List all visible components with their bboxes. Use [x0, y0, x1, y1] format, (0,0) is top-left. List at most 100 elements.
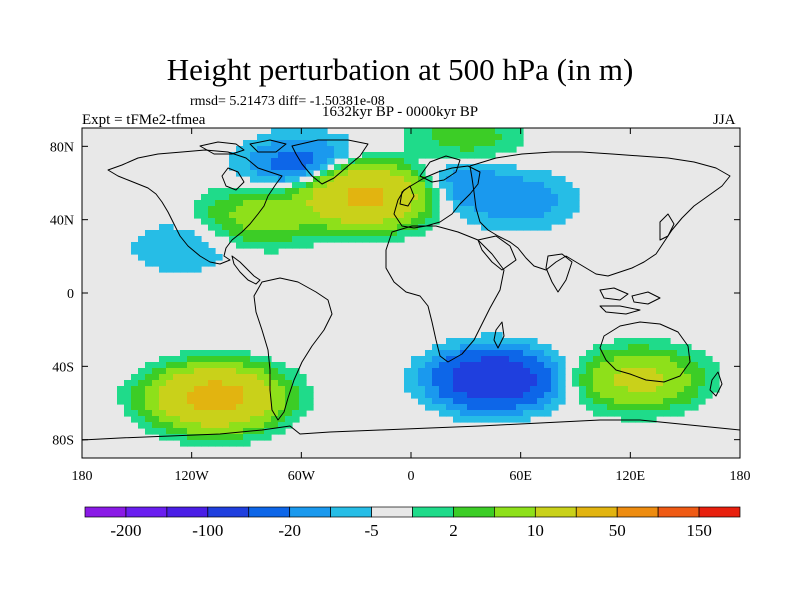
contour-cell — [509, 410, 517, 417]
contour-cell — [271, 410, 279, 417]
contour-cell — [544, 398, 552, 405]
contour-cell — [474, 416, 482, 423]
contour-cell — [187, 356, 195, 363]
contour-cell — [327, 230, 335, 237]
contour-cell — [285, 410, 293, 417]
contour-cell — [355, 206, 363, 213]
contour-cell — [376, 236, 384, 243]
contour-cell — [215, 218, 223, 225]
contour-cell — [166, 248, 174, 255]
coast-british-isles — [399, 185, 415, 207]
contour-cell — [502, 404, 510, 411]
contour-cell — [145, 248, 153, 255]
contour-cell — [362, 188, 370, 195]
contour-cell — [341, 200, 349, 207]
contour-cell — [215, 194, 223, 201]
contour-cell — [684, 380, 692, 387]
contour-cell — [404, 146, 412, 153]
contour-cell — [222, 392, 230, 399]
contour-cell — [691, 386, 699, 393]
contour-cell — [299, 152, 307, 159]
contour-cell — [180, 386, 188, 393]
contour-cell — [166, 356, 174, 363]
contour-cell — [411, 152, 419, 159]
contour-cell — [446, 362, 454, 369]
contour-cell — [649, 356, 657, 363]
contour-cell — [194, 374, 202, 381]
contour-cell — [439, 380, 447, 387]
contour-cell — [166, 404, 174, 411]
contour-cell — [656, 350, 664, 357]
contour-cell — [509, 188, 517, 195]
contour-cell — [222, 374, 230, 381]
contour-cell — [621, 356, 629, 363]
contour-cell — [460, 140, 468, 147]
contour-cell — [229, 440, 237, 447]
contour-cell — [222, 194, 230, 201]
contour-cell — [467, 206, 475, 213]
contour-cell — [250, 230, 258, 237]
coast-north-america — [107, 149, 283, 265]
contour-cell — [411, 188, 419, 195]
contour-cell — [481, 212, 489, 219]
contour-cell — [411, 368, 419, 375]
colorbar-swatch — [289, 506, 331, 518]
contour-cell — [698, 386, 706, 393]
contour-cell — [523, 212, 531, 219]
contour-cell — [411, 182, 419, 189]
contour-cell — [628, 404, 636, 411]
contour-cell — [565, 200, 573, 207]
contour-cell — [243, 206, 251, 213]
contour-cell — [537, 200, 545, 207]
contour-cell — [411, 392, 419, 399]
contour-cell — [229, 194, 237, 201]
contour-cell — [544, 200, 552, 207]
contour-cell — [159, 416, 167, 423]
coast-scandinavia — [419, 155, 461, 183]
contour-cell — [173, 254, 181, 261]
contour-cell — [355, 194, 363, 201]
contour-cell — [495, 374, 503, 381]
contour-cell — [439, 368, 447, 375]
contour-cell — [292, 176, 300, 183]
contour-cell — [425, 176, 433, 183]
contour-cell — [264, 380, 272, 387]
contour-cell — [278, 128, 286, 135]
contour-cell — [285, 194, 293, 201]
contour-cell — [663, 386, 671, 393]
contour-cell — [558, 212, 566, 219]
contour-cell — [320, 212, 328, 219]
contour-cell — [502, 176, 510, 183]
contour-cell — [131, 392, 139, 399]
contour-cell — [264, 224, 272, 231]
contour-cell — [481, 374, 489, 381]
contour-cell — [481, 188, 489, 195]
contour-cell — [439, 128, 447, 135]
contour-cell — [404, 224, 412, 231]
contour-cell — [474, 380, 482, 387]
contour-cell — [439, 392, 447, 399]
contour-cell — [565, 182, 573, 189]
contour-cell — [432, 134, 440, 141]
contour-cell — [166, 374, 174, 381]
contour-cell — [236, 362, 244, 369]
contour-cell — [278, 242, 286, 249]
contour-cell — [208, 254, 216, 261]
contour-cell — [530, 182, 538, 189]
contour-cell — [264, 176, 272, 183]
coast-madagascar — [493, 321, 505, 349]
contour-cell — [201, 212, 209, 219]
contour-cell — [474, 188, 482, 195]
contour-cell — [572, 206, 580, 213]
contour-cell — [362, 206, 370, 213]
contour-cell — [278, 368, 286, 375]
contour-cell — [474, 374, 482, 381]
contour-cell — [411, 386, 419, 393]
contour-cell — [313, 146, 321, 153]
colorbar-label: 50 — [609, 521, 626, 540]
contour-cell — [292, 128, 300, 135]
contour-cell — [320, 164, 328, 171]
contour-cell — [523, 338, 531, 345]
contour-cell — [425, 392, 433, 399]
